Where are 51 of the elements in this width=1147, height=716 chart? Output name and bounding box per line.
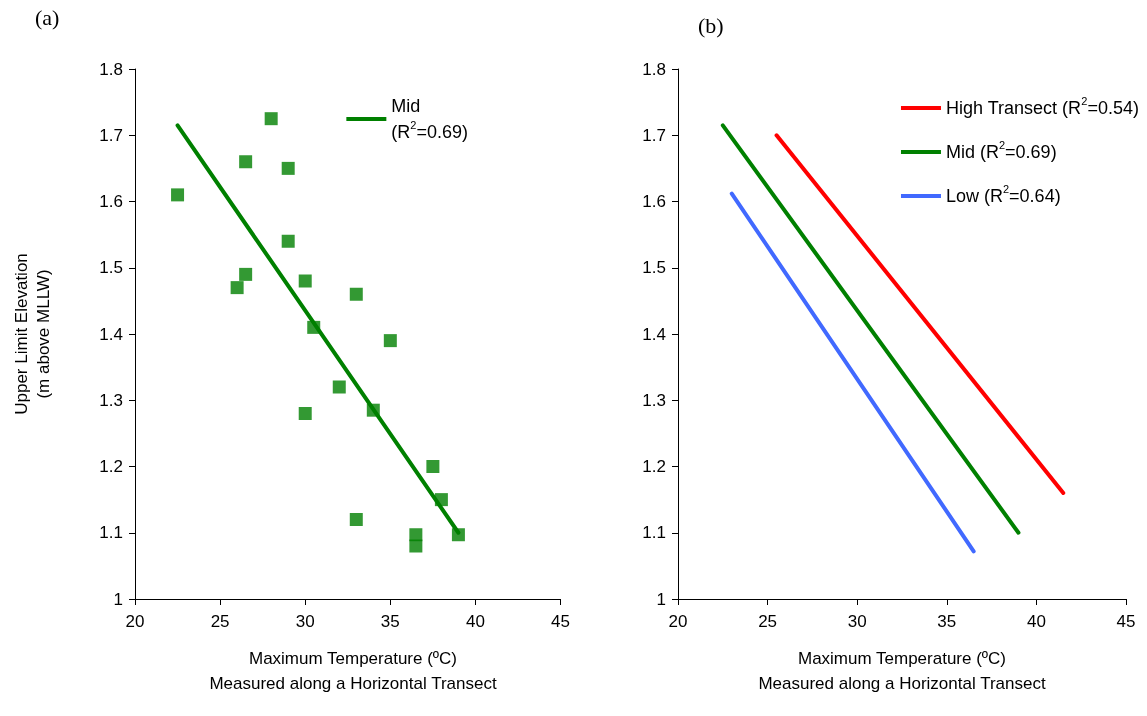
y-tick-label: 1.6	[642, 192, 666, 211]
x-tick-label: 40	[1026, 612, 1046, 631]
x-tick-label: 30	[847, 612, 867, 631]
y-tick-label: 1	[113, 589, 123, 609]
point	[298, 274, 312, 288]
point	[239, 155, 253, 169]
point	[349, 513, 363, 526]
y-tick-label: 1.2	[642, 457, 666, 476]
y-tick-label: 1.5	[642, 258, 666, 278]
point	[409, 539, 423, 553]
x-axis-title: Maximum Temperature (ºC) Measured along a Horizontal Transect	[209, 649, 497, 693]
y-tick-label: 1.4	[642, 324, 666, 344]
y-tick-label: 1.8	[642, 59, 666, 79]
y-tick-label: 1.1	[99, 523, 123, 543]
point	[349, 287, 363, 301]
x-tick-label: 25	[758, 612, 778, 631]
y-tick-label: 1.2	[99, 457, 123, 476]
y-tick-label: 1.1	[642, 523, 666, 543]
x-tick-label: 45	[551, 612, 571, 631]
y-tick-label: 1.6	[99, 192, 123, 211]
point	[426, 460, 440, 473]
chart-title: (a)	[35, 4, 60, 30]
y-tick-label: 1	[656, 589, 666, 609]
y-tick-label: 1.3	[642, 390, 666, 410]
x-tick-label: 30	[295, 612, 315, 631]
y-tick-label: 1.4	[99, 324, 123, 344]
y-tick-label: 1.7	[642, 125, 666, 145]
y-tick-label: 1.8	[99, 59, 123, 79]
y-tick-label: 1.5	[99, 258, 123, 278]
point	[239, 267, 253, 281]
point	[298, 407, 312, 420]
x-axis-title: Maximum Temperature (ºC) Measured along a Horizontal Transect	[758, 649, 1046, 693]
point	[281, 161, 295, 175]
x-tick-label: 40	[465, 612, 485, 631]
x-tick-label: 35	[937, 612, 957, 631]
x-tick-label: 25	[210, 612, 230, 631]
x-tick-label: 45	[1116, 612, 1136, 631]
point	[409, 528, 423, 542]
point	[281, 234, 295, 248]
point	[332, 380, 346, 394]
x-tick-label: 35	[380, 612, 400, 631]
x-tick-label: 20	[668, 612, 688, 631]
point	[264, 112, 278, 126]
chart-title: (b)	[698, 12, 724, 38]
x-tick-label: 20	[125, 612, 145, 631]
y-tick-label: 1.7	[99, 125, 123, 145]
point	[171, 188, 185, 202]
y-tick-label: 1.3	[99, 390, 123, 410]
point	[383, 334, 397, 348]
point	[230, 281, 244, 295]
y-axis-title: Upper Limit Elevation (m above MLLW)	[11, 253, 53, 415]
